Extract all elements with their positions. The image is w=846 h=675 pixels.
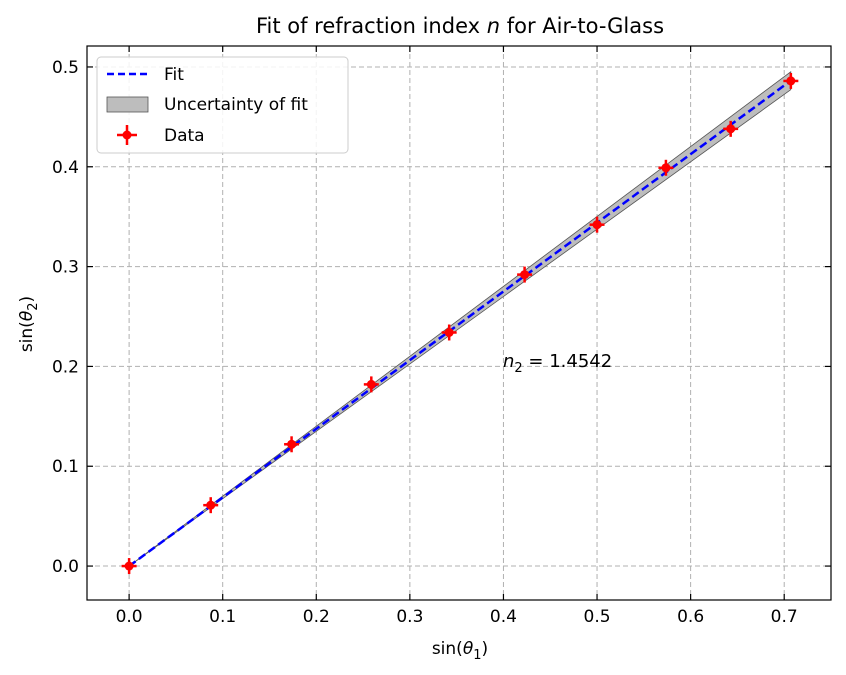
y-tick-label: 0.5 bbox=[52, 58, 79, 78]
data-points bbox=[121, 72, 799, 575]
x-tick-label: 0.1 bbox=[209, 607, 236, 627]
y-tick-label: 0.2 bbox=[52, 357, 79, 377]
legend-data-label: Data bbox=[164, 126, 205, 146]
data-marker bbox=[661, 163, 671, 173]
data-marker bbox=[786, 76, 796, 86]
data-point bbox=[723, 120, 739, 137]
x-tick-label: 0.2 bbox=[303, 607, 330, 627]
y-tick-label: 0.4 bbox=[52, 158, 79, 178]
data-point bbox=[284, 436, 300, 453]
data-marker bbox=[726, 124, 736, 134]
data-point bbox=[658, 159, 674, 176]
x-tick-label: 0.0 bbox=[116, 607, 143, 627]
legend-box bbox=[96, 56, 349, 154]
annotation-n2: n2 = 1.4542 bbox=[503, 351, 612, 376]
x-tick-label: 0.5 bbox=[584, 607, 611, 627]
data-point bbox=[517, 266, 533, 283]
y-axis-label: sin(θ2) bbox=[17, 296, 41, 352]
data-marker bbox=[444, 327, 454, 337]
plot-frame bbox=[86, 45, 832, 601]
legend-data-swatch bbox=[117, 125, 137, 145]
data-marker bbox=[366, 379, 376, 389]
data-marker bbox=[520, 270, 530, 280]
data-point bbox=[121, 558, 137, 575]
x-ticks: 0.0 0.1 0.2 0.3 0.4 0.5 0.6 0.7 bbox=[116, 46, 798, 627]
y-ticks: 0.0 0.1 0.2 0.3 0.4 0.5 bbox=[52, 58, 831, 577]
data-point bbox=[783, 72, 799, 89]
legend-band-label: Uncertainty of fit bbox=[164, 95, 308, 115]
fit-line-group bbox=[128, 79, 792, 568]
legend: Fit Uncertainty of fit Data bbox=[96, 56, 349, 154]
y-tick-label: 0.0 bbox=[52, 557, 79, 577]
x-axis-label: sin(θ1) bbox=[432, 639, 488, 663]
data-point bbox=[441, 324, 457, 341]
data-point bbox=[203, 497, 219, 514]
legend-fit-label: Fit bbox=[164, 65, 184, 85]
chart-title: Fit of refraction index n for Air-to-Gla… bbox=[256, 14, 664, 38]
legend-band-swatch bbox=[106, 96, 149, 113]
x-tick-label: 0.4 bbox=[490, 607, 517, 627]
axes bbox=[86, 45, 832, 601]
x-tick-label: 0.7 bbox=[771, 607, 798, 627]
x-tick-label: 0.6 bbox=[677, 607, 704, 627]
data-marker bbox=[592, 220, 602, 230]
fit-line bbox=[128, 79, 792, 568]
data-point bbox=[589, 216, 605, 233]
y-tick-label: 0.3 bbox=[52, 258, 79, 278]
y-tick-label: 0.1 bbox=[52, 457, 79, 477]
data-marker bbox=[206, 500, 216, 510]
data-point bbox=[363, 376, 379, 393]
x-tick-label: 0.3 bbox=[396, 607, 423, 627]
data-marker bbox=[124, 561, 134, 571]
data-marker bbox=[287, 439, 297, 449]
